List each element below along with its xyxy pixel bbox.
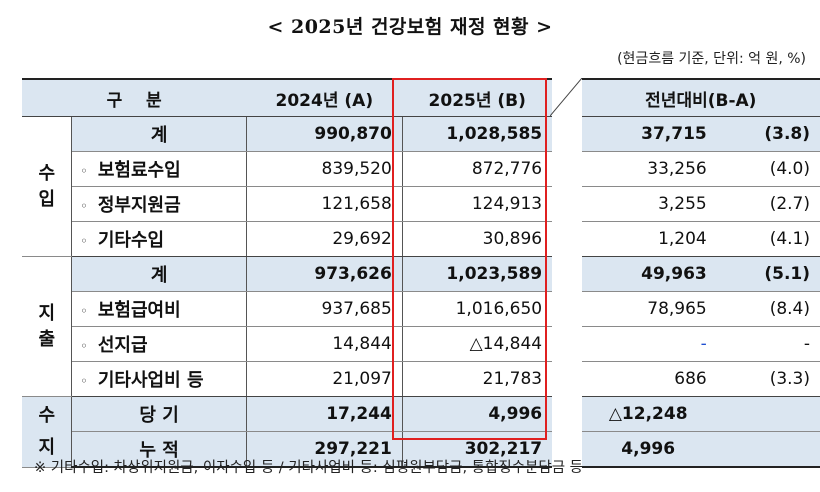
value-2024: 839,520 [246,151,403,187]
header-2024: 2024년 (A) [246,78,403,117]
value-2024: 297,221 [246,431,403,468]
table-row: 수 지 당 기 17,244 4,996 △12,248 [22,396,820,468]
value-2025: 124,913 [402,186,553,222]
value-diff: 686 [581,361,715,397]
bullet-icon: ◦ [80,304,88,318]
table-row: ◦ 정부지원금 121,658 124,913 3,255 (2.7) [22,186,820,222]
bullet-icon: ◦ [80,374,88,388]
value-diff: 4,996 [581,431,715,468]
footnote: ※ 기타수입: 차상위지원금, 이자수입 등 / 기타사업비 등: 심평원부담금… [34,460,584,476]
value-pct [714,396,820,432]
row-label: 보험급여비 [97,300,181,321]
row-label: 정부지원금 [97,195,181,216]
header-gap [552,79,582,117]
bullet-icon: ◦ [80,339,88,353]
group-balance-label: 수 지 [38,404,56,458]
table-row: ◦ 선지급 14,844 △14,844 - - [22,326,820,362]
value-2024: 29,692 [246,221,403,257]
value-2025: 1,023,589 [402,256,553,292]
header-2025: 2025년 (B) [402,78,553,117]
value-pct: (8.4) [714,291,820,327]
row-label: 보험료수입 [97,160,181,181]
row-label: 기타수입 [97,230,165,251]
unit-note: (현금흐름 기준, 단위: 억 원, %) [617,51,806,67]
value-diff: 3,255 [581,186,715,222]
value-pct: (3.8) [714,116,820,152]
value-2024: 990,870 [246,116,403,152]
bullet-icon: ◦ [80,164,88,178]
row-label: 당 기 [71,396,247,432]
value-pct: - [714,326,820,362]
value-2025: 4,996 [402,396,553,432]
page-title: < 2025년 건강보험 재정 현황 > [267,16,553,38]
table-row: 지 출 계 973,626 1,023,589 49,963 (5.1) [22,256,820,397]
table-row: 누 적 297,221 302,217 4,996 [22,431,820,468]
value-pct: (5.1) [714,256,820,292]
value-2024: 937,685 [246,291,403,327]
value-2025: 21,783 [402,361,553,397]
table-row: ◦ 보험급여비 937,685 1,016,650 78,965 (8.4) [22,291,820,327]
table-row: ◦ 기타수입 29,692 30,896 1,204 (4.1) [22,221,820,257]
value-diff: - [581,326,715,362]
group-income: 수 입 [22,116,73,257]
table-row: ◦ 기타사업비 등 21,097 21,783 686 (3.3) [22,361,820,397]
value-2025: 30,896 [402,221,553,257]
value-2025: 302,217 [402,431,553,468]
value-pct: (3.3) [714,361,820,397]
row-label: 계 [71,116,247,152]
group-expense-label: 지 출 [38,302,56,350]
row-label: 누 적 [71,431,247,468]
value-2025: 1,016,650 [402,291,553,327]
row-label: 선지급 [97,335,148,356]
group-income-label: 수 입 [38,162,56,210]
value-diff: 78,965 [581,291,715,327]
value-2025: △14,844 [402,326,553,362]
value-2024: 21,097 [246,361,403,397]
group-expense: 지 출 [22,256,73,397]
value-pct: (4.0) [714,151,820,187]
value-diff: 37,715 [581,116,715,152]
bullet-icon: ◦ [80,199,88,213]
value-pct: (4.1) [714,221,820,257]
finance-table: 구 분 2024년 (A) 2025년 (B) 전년대비(B-A) 수 입 계 … [22,78,820,468]
row-label: 기타사업비 등 [97,370,204,391]
value-pct [714,431,820,468]
bullet-icon: ◦ [80,234,88,248]
value-pct: (2.7) [714,186,820,222]
value-diff: 49,963 [581,256,715,292]
value-diff: 1,204 [581,221,715,257]
value-2024: 14,844 [246,326,403,362]
group-balance: 수 지 [22,396,73,468]
value-2024: 17,244 [246,396,403,432]
value-2024: 973,626 [246,256,403,292]
value-2025: 1,028,585 [402,116,553,152]
header-category: 구 분 [22,78,247,117]
table-row: ◦ 보험료수입 839,520 872,776 33,256 (4.0) [22,151,820,187]
row-label: 계 [71,256,247,292]
header-diff: 전년대비(B-A) [581,78,820,117]
value-2025: 872,776 [402,151,553,187]
table-row: 수 입 계 990,870 1,028,585 37,715 (3.8) [22,116,820,257]
table-header-row: 구 분 2024년 (A) 2025년 (B) 전년대비(B-A) [22,78,820,117]
value-diff: 33,256 [581,151,715,187]
value-2024: 121,658 [246,186,403,222]
value-diff: △12,248 [581,396,715,432]
